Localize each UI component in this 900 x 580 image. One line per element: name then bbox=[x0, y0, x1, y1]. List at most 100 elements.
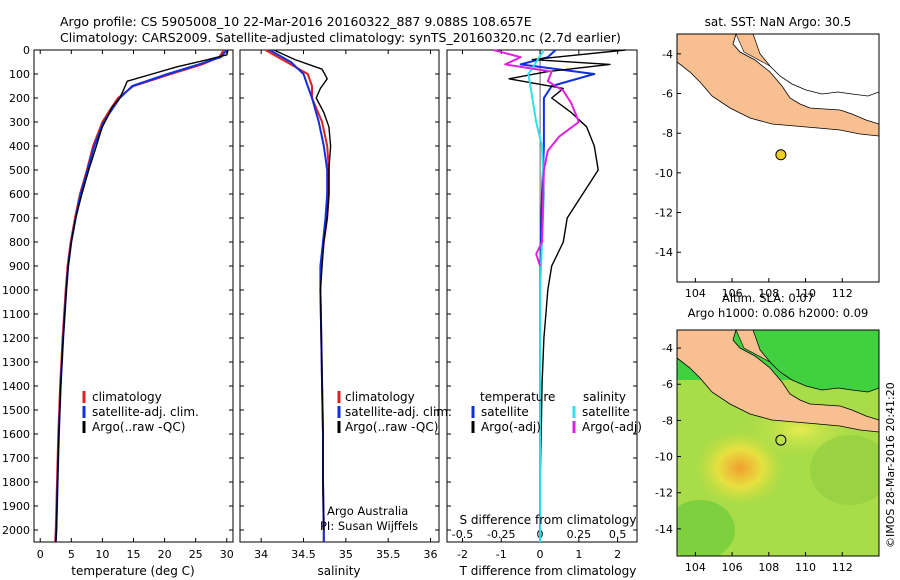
temp-x-tick-label: 20 bbox=[158, 548, 172, 561]
diff-top-tick-label: -0.25 bbox=[487, 528, 515, 541]
temp-x-tick-label: 30 bbox=[220, 548, 234, 561]
sal-legend-label-argo: Argo(..raw -QC) bbox=[345, 420, 438, 434]
temp-x-tick-label: 0 bbox=[37, 548, 44, 561]
depth-tick-label: 400 bbox=[9, 140, 30, 153]
sla-map-strait-land bbox=[735, 330, 771, 363]
sal-x-tick-label: 34 bbox=[254, 548, 268, 561]
temp-x-tick-label: 15 bbox=[127, 548, 141, 561]
sla-map-title-line2: Argo h1000: 0.086 h2000: 0.09 bbox=[688, 306, 869, 320]
sst-map-y-tick-label: -14 bbox=[655, 246, 673, 259]
temp-line-argo-raw-qc bbox=[55, 49, 229, 543]
sla-map-title-line1: Altim. SLA: 0.07 bbox=[722, 291, 814, 305]
sla-map-y-tick-label: -6 bbox=[662, 378, 673, 391]
diff-line-s-satellite bbox=[527, 49, 545, 542]
sst-map-y-tick-label: -4 bbox=[662, 48, 673, 61]
salinity-x-label: salinity bbox=[317, 564, 360, 578]
depth-tick-label: 1800 bbox=[2, 476, 30, 489]
sla-map-x-tick-label: 104 bbox=[685, 561, 706, 574]
depth-tick-label: 1900 bbox=[2, 500, 30, 513]
depth-tick-label: 600 bbox=[9, 188, 30, 201]
sla-map-y-tick-label: -8 bbox=[662, 414, 673, 427]
sst-map-frame bbox=[676, 33, 880, 283]
temp-legend-label-climatology: climatology bbox=[92, 390, 162, 404]
temp-x-tick-label: 10 bbox=[95, 548, 109, 561]
difference-legend: temperature salinity satellite Argo(-adj… bbox=[471, 390, 642, 434]
temperature-legend: climatology satellite-adj. clim. Argo(..… bbox=[82, 390, 199, 434]
diff-x-tick-label: 1 bbox=[575, 548, 582, 561]
salinity-legend: climatology satellite-adj. clim. Argo(..… bbox=[337, 390, 452, 434]
sla-map-x-tick-label: 106 bbox=[722, 561, 743, 574]
salinity-panel-frame bbox=[239, 49, 440, 543]
depth-tick-label: 0 bbox=[23, 44, 30, 57]
temp-line-climatology bbox=[54, 49, 225, 543]
figure-title-line2: Climatology: CARS2009. Satellite-adjuste… bbox=[60, 30, 621, 45]
sst-map-java-land bbox=[677, 34, 879, 137]
depth-tick-label: 500 bbox=[9, 164, 30, 177]
salinity-annotation-line2: PI: Susan Wijffels bbox=[320, 519, 418, 533]
diff-legend-label-t-argo: Argo(-adj) bbox=[481, 420, 541, 434]
diff-line-t-argo-adj bbox=[508, 49, 626, 530]
sla-map-x-tick-label: 110 bbox=[795, 561, 816, 574]
sla-map-southwest-anomaly bbox=[677, 500, 735, 556]
diff-top-tick-label: 0.25 bbox=[567, 528, 592, 541]
sst-map-axes: 104 106 108 110 112 -4 -6 -8 -10 -12 -14 bbox=[655, 48, 853, 300]
sla-map-y-tick-label: -4 bbox=[662, 342, 673, 355]
sla-map-y-tick-label: -14 bbox=[655, 523, 673, 536]
sla-map-area bbox=[677, 330, 879, 556]
sla-map-float-marker bbox=[775, 434, 787, 446]
sst-map-x-tick-label: 106 bbox=[722, 287, 743, 300]
depth-tick-label: 1100 bbox=[2, 308, 30, 321]
sla-map-java-land bbox=[677, 330, 879, 433]
diff-x-tick-label: -2 bbox=[457, 548, 468, 561]
salinity-series bbox=[264, 49, 332, 542]
difference-panel-frame bbox=[446, 49, 638, 543]
temp-x-tick-label: 5 bbox=[68, 548, 75, 561]
difference-top-label: S difference from climatology bbox=[460, 513, 637, 527]
figure-title-line1: Argo profile: CS 5905008_10 22-Mar-2016 … bbox=[60, 14, 532, 29]
diff-top-tick-label: 0.5 bbox=[609, 528, 627, 541]
depth-tick-label: 300 bbox=[9, 116, 30, 129]
sal-line-argo-raw-qc bbox=[273, 49, 332, 531]
sal-legend-label-satellite: satellite-adj. clim. bbox=[345, 405, 452, 419]
sla-map-frame bbox=[676, 329, 880, 557]
depth-tick-label: 1200 bbox=[2, 332, 30, 345]
diff-legend-title-temperature: temperature bbox=[480, 390, 555, 404]
sst-map-strait-land bbox=[735, 34, 771, 67]
sla-map-y-tick-label: -10 bbox=[655, 451, 673, 464]
sst-map-x-tick-label: 104 bbox=[685, 287, 706, 300]
sla-map-low-anomaly bbox=[810, 435, 879, 505]
sst-map-x-tick-label: 112 bbox=[832, 287, 853, 300]
sst-map-y-tick-label: -10 bbox=[655, 167, 673, 180]
depth-tick-label: 900 bbox=[9, 260, 30, 273]
sal-x-tick-label: 34.5 bbox=[291, 548, 316, 561]
diff-line-s-argo-adj bbox=[493, 49, 580, 267]
depth-tick-label: 1600 bbox=[2, 428, 30, 441]
sst-map-float-marker bbox=[775, 149, 787, 161]
temp-legend-label-satellite: satellite-adj. clim. bbox=[92, 405, 199, 419]
sal-x-tick-label: 35.5 bbox=[376, 548, 401, 561]
depth-tick-label: 1300 bbox=[2, 356, 30, 369]
diff-top-tick-label: -0.5 bbox=[452, 528, 473, 541]
depth-tick-label: 1000 bbox=[2, 284, 30, 297]
sst-map-area bbox=[677, 34, 879, 282]
difference-x-axis: -2 -1 0 1 2-0.5 -0.25 0 0.25 0.5 bbox=[452, 50, 627, 561]
sst-map-y-tick-label: -6 bbox=[662, 88, 673, 101]
sla-map-x-tick-label: 112 bbox=[832, 561, 853, 574]
diff-x-tick-label: 0 bbox=[537, 548, 544, 561]
sla-map-axes: 104 106 108 110 112 -4 -6 -8 -10 -12 -14 bbox=[655, 342, 853, 574]
sst-map-y-tick-label: -8 bbox=[662, 127, 673, 140]
temperature-x-axis: 0 5 10 15 20 25 30 bbox=[37, 50, 234, 561]
difference-x-label: T difference from climatology bbox=[459, 564, 637, 578]
temp-x-tick-label: 25 bbox=[189, 548, 203, 561]
salinity-x-axis: 34 34.5 35 35.5 36 bbox=[254, 50, 438, 561]
sal-line-satellite-adj-clim bbox=[269, 49, 329, 542]
depth-tick-label: 800 bbox=[9, 236, 30, 249]
depth-axis: 0 100 200 300 400 500 600 700 800 900 1000 1100 1200… bbox=[2, 44, 637, 537]
sal-x-tick-label: 35 bbox=[339, 548, 353, 561]
temperature-panel-frame bbox=[33, 49, 234, 543]
depth-tick-label: 1500 bbox=[2, 404, 30, 417]
diff-legend-label-t-satellite: satellite bbox=[481, 405, 529, 419]
difference-series bbox=[493, 49, 626, 542]
sal-legend-label-climatology: climatology bbox=[345, 390, 415, 404]
